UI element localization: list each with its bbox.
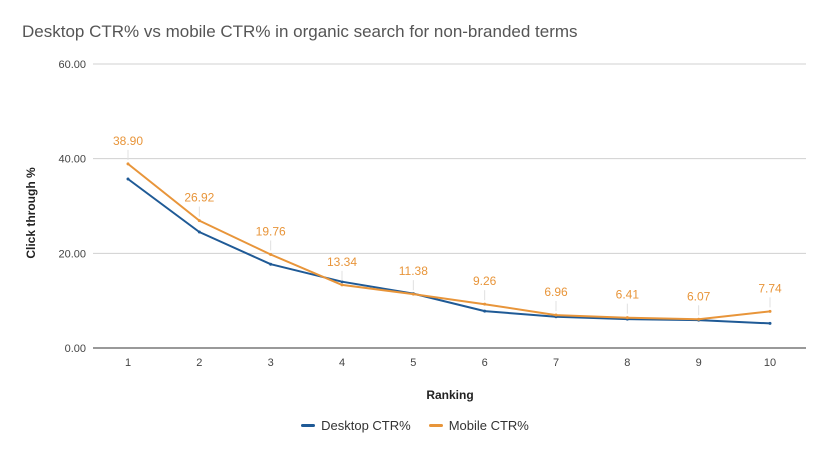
data-point	[197, 219, 201, 223]
gridlines	[93, 63, 806, 349]
data-label: 6.41	[616, 288, 640, 302]
y-axis-title: Click through %	[24, 167, 38, 259]
data-label: 11.38	[399, 264, 428, 278]
data-point	[126, 162, 130, 166]
data-point	[411, 292, 415, 296]
legend-label-desktop: Desktop CTR%	[321, 418, 411, 433]
x-axis-ticks: 1 2 3 4 5 6 7 8 9 10	[125, 357, 776, 369]
data-point	[197, 230, 201, 234]
y-axis-ticks: 0.00 20.00 40.00 60.00	[58, 59, 86, 355]
x-tick-label: 10	[764, 357, 776, 369]
x-tick-label: 7	[553, 357, 559, 369]
series-line-desktop	[127, 178, 771, 325]
x-tick-label: 2	[196, 357, 202, 369]
data-point	[340, 280, 344, 284]
data-point	[340, 283, 344, 287]
series-lines	[126, 162, 772, 325]
y-tick-label: 40.00	[58, 154, 86, 166]
legend-swatch-desktop	[301, 424, 316, 427]
legend-swatch-mobile	[428, 424, 443, 427]
data-labels: 38.90 26.92 19.76 13.34 11.38 9.26 6.96 6.41 6.0…	[113, 134, 782, 316]
data-point	[625, 316, 629, 320]
data-label: 9.26	[473, 274, 497, 288]
x-tick-label: 9	[696, 357, 702, 369]
data-label: 6.96	[544, 285, 568, 299]
data-label: 13.34	[327, 255, 357, 269]
data-label: 6.07	[687, 289, 711, 303]
y-tick-label: 60.00	[58, 59, 86, 71]
x-tick-label: 6	[482, 357, 488, 369]
x-tick-label: 8	[624, 357, 630, 369]
data-point	[269, 252, 273, 256]
series-line-mobile	[127, 162, 771, 321]
data-point	[768, 321, 772, 325]
data-label: 19.76	[256, 224, 286, 238]
chart-title: Desktop CTR% vs mobile CTR% in organic s…	[22, 22, 578, 41]
data-point	[554, 313, 558, 317]
data-point	[768, 309, 772, 313]
legend-item-mobile: Mobile CTR%	[428, 418, 529, 433]
y-tick-label: 20.00	[58, 248, 86, 260]
x-axis-title: Ranking	[426, 388, 473, 402]
data-point	[483, 302, 487, 306]
data-label: 7.74	[758, 281, 782, 295]
data-point	[483, 309, 487, 313]
data-label: 38.90	[113, 134, 143, 148]
x-tick-label: 1	[125, 357, 131, 369]
x-tick-label: 3	[268, 357, 274, 369]
legend-item-desktop: Desktop CTR%	[301, 418, 411, 433]
data-point	[126, 177, 130, 181]
legend: Desktop CTR% Mobile CTR%	[0, 418, 830, 433]
y-tick-label: 0.00	[65, 343, 86, 355]
x-tick-label: 5	[410, 357, 416, 369]
x-tick-label: 4	[339, 357, 345, 369]
data-point	[697, 317, 701, 321]
data-label: 26.92	[184, 191, 214, 205]
legend-label-mobile: Mobile CTR%	[448, 418, 529, 433]
data-point	[269, 262, 273, 266]
